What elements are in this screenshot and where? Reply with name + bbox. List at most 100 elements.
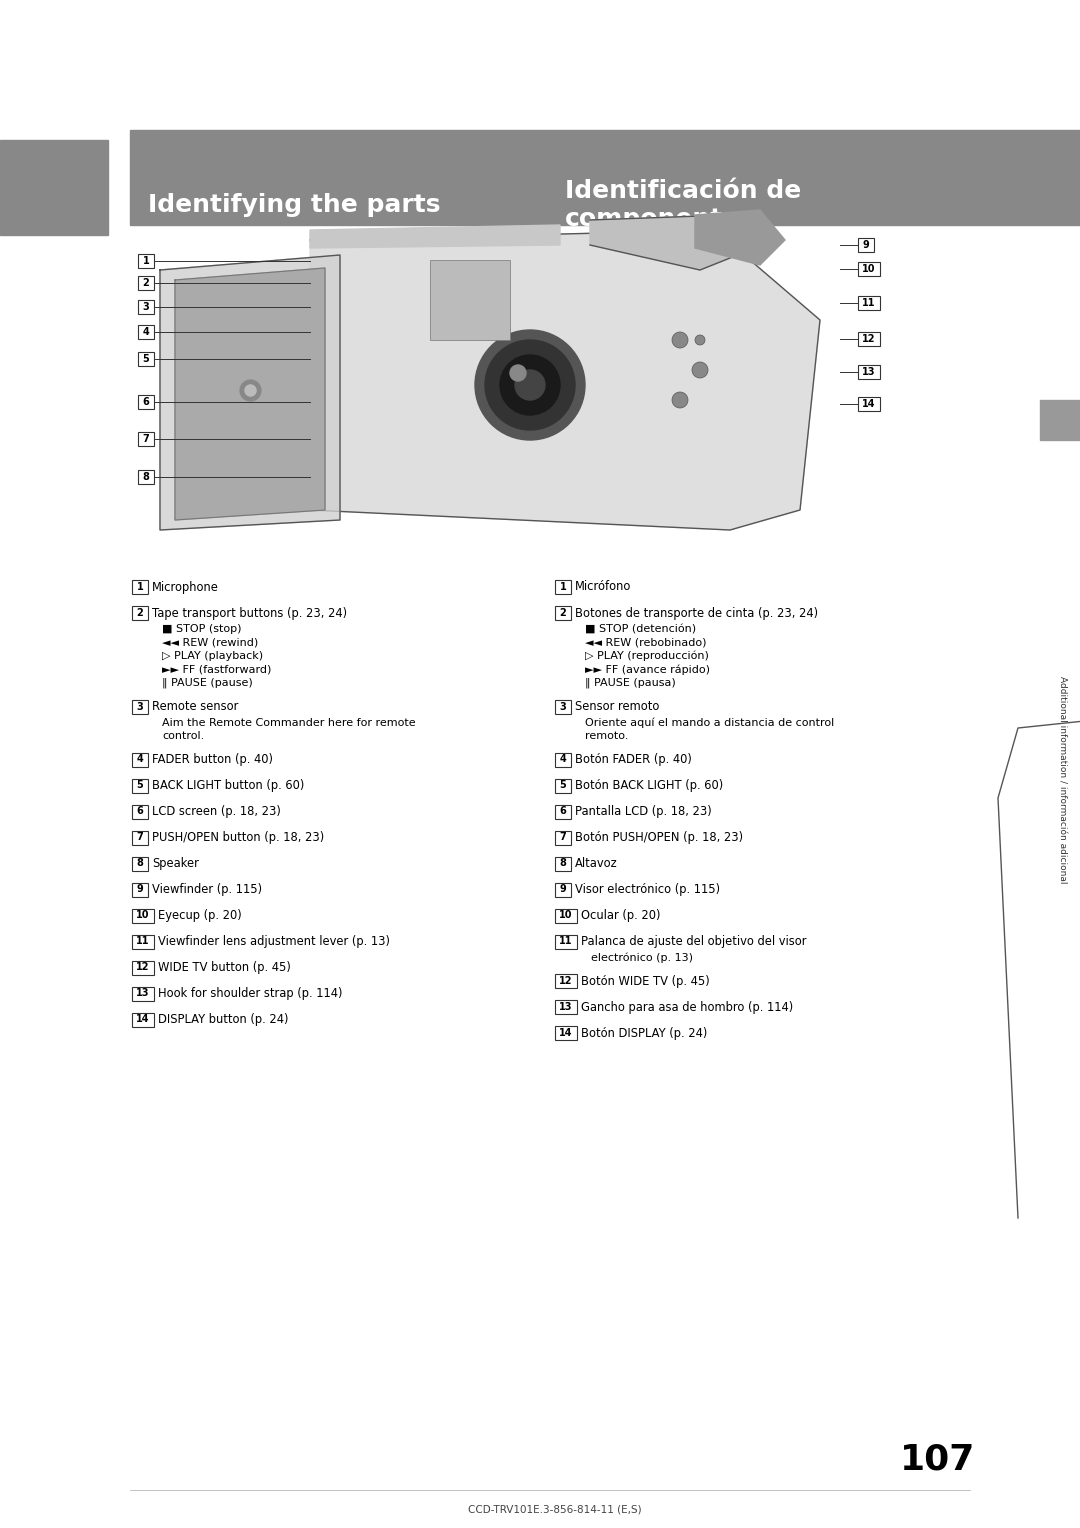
- Polygon shape: [590, 215, 750, 270]
- Bar: [555, 883, 571, 897]
- Text: 3: 3: [137, 701, 144, 712]
- Text: 14: 14: [136, 1015, 150, 1024]
- Text: FADER button (p. 40): FADER button (p. 40): [152, 753, 273, 766]
- Bar: [858, 296, 880, 310]
- Bar: [132, 607, 148, 620]
- Circle shape: [500, 354, 561, 416]
- Text: ►► FF (fastforward): ►► FF (fastforward): [162, 665, 271, 674]
- Text: ◄◄ REW (rewind): ◄◄ REW (rewind): [162, 637, 258, 648]
- Text: Ocular (p. 20): Ocular (p. 20): [581, 909, 661, 921]
- Text: 5: 5: [143, 354, 149, 364]
- Bar: [138, 299, 154, 313]
- Bar: [132, 700, 148, 714]
- Text: Viewfinder (p. 115): Viewfinder (p. 115): [152, 883, 262, 895]
- Text: Altavoz: Altavoz: [575, 857, 618, 869]
- Text: Botón FADER (p. 40): Botón FADER (p. 40): [575, 753, 692, 766]
- Text: 13: 13: [559, 1002, 572, 1012]
- Bar: [555, 805, 571, 819]
- Polygon shape: [696, 209, 785, 264]
- Text: ▷ PLAY (playback): ▷ PLAY (playback): [162, 651, 264, 662]
- Circle shape: [485, 341, 575, 429]
- Text: 4: 4: [137, 755, 144, 764]
- Text: 13: 13: [136, 989, 150, 998]
- Text: ■ STOP (stop): ■ STOP (stop): [162, 623, 242, 634]
- Bar: [430, 260, 510, 341]
- Polygon shape: [160, 255, 340, 530]
- Text: Gancho para asa de hombro (p. 114): Gancho para asa de hombro (p. 114): [581, 1001, 793, 1013]
- Text: ‖ PAUSE (pause): ‖ PAUSE (pause): [162, 678, 253, 688]
- Text: 11: 11: [559, 937, 572, 946]
- Text: Tape transport buttons (p. 23, 24): Tape transport buttons (p. 23, 24): [152, 607, 347, 619]
- Text: Speaker: Speaker: [152, 857, 199, 869]
- Text: 5: 5: [137, 781, 144, 790]
- Text: 107: 107: [900, 1442, 975, 1478]
- Text: 13: 13: [862, 367, 876, 377]
- Text: 9: 9: [137, 885, 144, 894]
- Text: Microphone: Microphone: [152, 581, 219, 593]
- Text: 7: 7: [559, 833, 566, 842]
- Text: Pantalla LCD (p. 18, 23): Pantalla LCD (p. 18, 23): [575, 805, 712, 817]
- Polygon shape: [310, 231, 820, 530]
- Circle shape: [510, 365, 526, 380]
- Text: Remote sensor: Remote sensor: [152, 700, 239, 714]
- Bar: [555, 999, 577, 1015]
- Text: Identificación de
componentes: Identificación de componentes: [565, 179, 801, 231]
- Polygon shape: [175, 267, 325, 520]
- Text: Micrófono: Micrófono: [575, 581, 632, 593]
- Text: Eyecup (p. 20): Eyecup (p. 20): [158, 909, 242, 921]
- Bar: [132, 1013, 154, 1027]
- Bar: [555, 857, 571, 871]
- Text: electrónico (p. 13): electrónico (p. 13): [591, 952, 693, 963]
- Bar: [1040, 400, 1080, 440]
- Text: 4: 4: [143, 327, 149, 338]
- Bar: [555, 935, 577, 949]
- Text: 6: 6: [559, 807, 566, 816]
- Bar: [132, 857, 148, 871]
- Text: 9: 9: [559, 885, 566, 894]
- Bar: [138, 396, 154, 410]
- Bar: [555, 1025, 577, 1041]
- Text: Botones de transporte de cinta (p. 23, 24): Botones de transporte de cinta (p. 23, 2…: [575, 607, 819, 619]
- Text: Visor electrónico (p. 115): Visor electrónico (p. 115): [575, 883, 720, 895]
- Bar: [555, 607, 571, 620]
- Text: CCD-TRV101E.3-856-814-11 (E,S): CCD-TRV101E.3-856-814-11 (E,S): [469, 1505, 642, 1514]
- Text: ◄◄ REW (rebobinado): ◄◄ REW (rebobinado): [585, 637, 706, 648]
- Text: ■ STOP (detención): ■ STOP (detención): [585, 623, 697, 634]
- Polygon shape: [310, 225, 561, 248]
- Text: 12: 12: [559, 976, 572, 986]
- Text: DISPLAY button (p. 24): DISPLAY button (p. 24): [158, 1013, 288, 1025]
- Text: 6: 6: [143, 397, 149, 406]
- Text: 2: 2: [143, 278, 149, 287]
- Text: 6: 6: [137, 807, 144, 816]
- Bar: [138, 432, 154, 446]
- Bar: [132, 831, 148, 845]
- Text: Identifying the parts: Identifying the parts: [148, 193, 441, 217]
- Bar: [555, 909, 577, 923]
- Text: ▷ PLAY (reproducción): ▷ PLAY (reproducción): [585, 651, 708, 662]
- Text: 10: 10: [559, 911, 572, 920]
- Text: remoto.: remoto.: [585, 730, 629, 741]
- Text: ‖ PAUSE (pausa): ‖ PAUSE (pausa): [585, 678, 676, 688]
- Text: Viewfinder lens adjustment lever (p. 13): Viewfinder lens adjustment lever (p. 13): [158, 935, 390, 947]
- Bar: [132, 778, 148, 793]
- Circle shape: [692, 362, 708, 377]
- Circle shape: [696, 335, 705, 345]
- Text: Sensor remoto: Sensor remoto: [575, 700, 660, 714]
- Text: control.: control.: [162, 730, 204, 741]
- Bar: [858, 238, 874, 252]
- Bar: [132, 909, 154, 923]
- Text: 7: 7: [137, 833, 144, 842]
- Bar: [138, 351, 154, 367]
- Text: 8: 8: [143, 472, 149, 481]
- Bar: [0, 141, 108, 235]
- Bar: [132, 961, 154, 975]
- Text: 12: 12: [862, 335, 876, 344]
- Text: 8: 8: [136, 859, 144, 868]
- Circle shape: [672, 393, 688, 408]
- Text: 5: 5: [559, 781, 566, 790]
- Text: 2: 2: [559, 608, 566, 617]
- Text: 11: 11: [862, 298, 876, 309]
- Bar: [555, 752, 571, 767]
- Text: ►► FF (avance rápido): ►► FF (avance rápido): [585, 665, 710, 675]
- Text: 12: 12: [136, 963, 150, 972]
